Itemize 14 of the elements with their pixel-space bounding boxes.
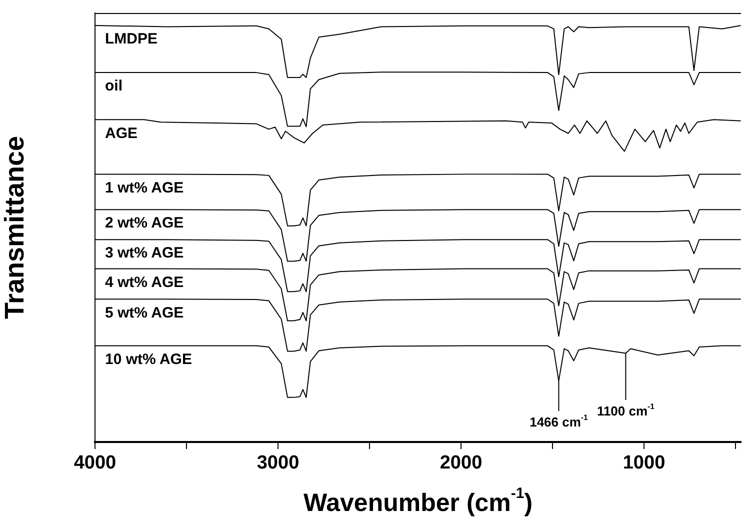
y-axis-title: Transmittance bbox=[0, 136, 30, 320]
series-label: AGE bbox=[105, 124, 138, 142]
x-tick-label: 3000 bbox=[256, 452, 300, 474]
x-tick-label: 1000 bbox=[622, 452, 666, 474]
series-label: 2 wt% AGE bbox=[105, 214, 184, 232]
series-label: 5 wt% AGE bbox=[105, 304, 184, 322]
x-tick-label: 2000 bbox=[440, 452, 482, 474]
series-label: 4 wt% AGE bbox=[105, 274, 184, 291]
series-label: 3 wt% AGE bbox=[105, 244, 184, 262]
series-label: LMDPE bbox=[105, 30, 158, 48]
series-label: 10 wt% AGE bbox=[105, 350, 192, 368]
series-label: 1 wt% AGE bbox=[105, 179, 184, 196]
x-tick-label: 4000 bbox=[74, 452, 116, 474]
series-label: oil bbox=[105, 78, 122, 95]
